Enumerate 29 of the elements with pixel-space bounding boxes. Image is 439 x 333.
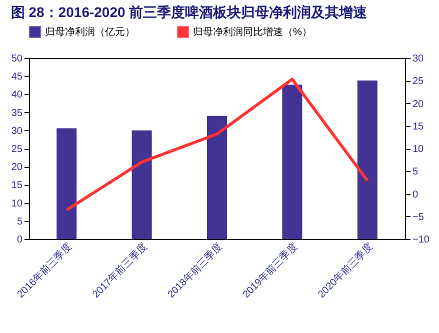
- line-series: [65, 78, 369, 212]
- y2-tick-label: −10: [412, 234, 430, 246]
- y2-tick-label: −5: [412, 212, 424, 223]
- legend-label: 归母净利润同比增速（%）: [193, 26, 312, 38]
- bar: [132, 130, 152, 239]
- y-tick-label: 50: [11, 54, 23, 64]
- y-tick-label: 30: [11, 126, 23, 137]
- y-tick-label: 45: [11, 72, 23, 83]
- y2-tick-label: 25: [412, 76, 424, 88]
- y-tick-label: 5: [16, 216, 23, 228]
- y2-tick-label: 0: [412, 189, 418, 200]
- y-tick-label: 40: [11, 90, 23, 101]
- bar: [282, 84, 302, 239]
- y-tick-label: 25: [11, 144, 23, 155]
- bar: [207, 116, 227, 239]
- bar: [56, 128, 77, 239]
- y2-tick-label: 10: [412, 144, 424, 155]
- chart-title: 图 28：2016-2020 前三季度啤酒板块归母净利润及其增速: [10, 4, 368, 20]
- bar: [357, 80, 378, 239]
- y-tick-label: 15: [11, 180, 23, 192]
- y2-tick-label: 20: [412, 98, 424, 110]
- y-tick-label: 35: [11, 108, 23, 119]
- y-tick-label: 0: [16, 234, 23, 246]
- y2-tick-label: 15: [412, 121, 424, 132]
- y2-tick-label: 5: [412, 166, 418, 178]
- y-tick-label: 20: [11, 162, 23, 174]
- y2-tick-label: 30: [412, 54, 424, 64]
- legend-label: 归母净利润（亿元）: [45, 26, 135, 38]
- y-tick-label: 10: [11, 198, 23, 210]
